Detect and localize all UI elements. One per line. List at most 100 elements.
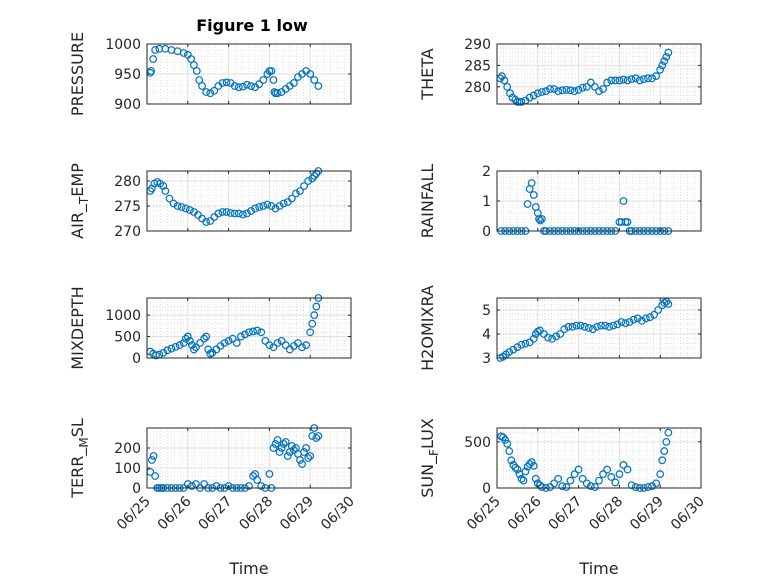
y-tick-label: 280 xyxy=(464,80,491,96)
data-point xyxy=(283,452,292,460)
y-tick-label: 5 xyxy=(482,303,491,319)
data-point xyxy=(570,87,579,96)
data-point xyxy=(190,61,198,69)
data-point xyxy=(226,209,235,217)
data-point xyxy=(159,348,168,357)
data-point xyxy=(529,191,538,199)
data-point xyxy=(603,78,612,87)
data-point xyxy=(198,82,206,90)
data-point xyxy=(648,74,656,83)
y-axis-label: PRESSURE xyxy=(68,32,87,116)
data-point xyxy=(232,339,241,347)
data-point xyxy=(271,440,280,448)
data-point xyxy=(147,456,156,464)
data-point xyxy=(263,200,272,209)
data-point xyxy=(273,89,282,98)
data-point xyxy=(195,76,204,84)
data-point xyxy=(238,210,247,219)
data-point xyxy=(650,310,658,319)
data-point xyxy=(267,67,276,75)
data-point xyxy=(564,322,573,331)
data-point xyxy=(617,318,626,326)
data-point xyxy=(192,67,201,75)
data-point xyxy=(224,336,233,345)
y-axis-label: RAINFALL xyxy=(418,164,437,239)
y-tick-label: 280 xyxy=(114,174,141,190)
data-point xyxy=(631,483,640,491)
y-tick-label: 1 xyxy=(482,194,491,210)
data-point xyxy=(605,322,614,331)
data-point xyxy=(556,330,565,338)
data-point xyxy=(570,470,579,479)
data-point xyxy=(633,314,642,323)
data-point xyxy=(255,80,264,89)
data-point xyxy=(151,46,160,54)
data-point xyxy=(619,461,628,469)
subplot-theta: 280 285 290 THETA xyxy=(418,37,702,106)
y-tick-label: 0 xyxy=(132,351,141,367)
data-point xyxy=(601,321,610,330)
data-point xyxy=(529,91,538,100)
data-point xyxy=(646,313,654,322)
data-point xyxy=(296,456,304,464)
data-point xyxy=(255,203,264,211)
data-point xyxy=(635,76,644,85)
data-point xyxy=(548,334,556,343)
data-point xyxy=(300,182,308,190)
data-point xyxy=(187,341,196,350)
data-point xyxy=(521,467,530,476)
data-point xyxy=(218,79,227,87)
data-point xyxy=(222,78,231,87)
data-point xyxy=(644,483,652,491)
data-point xyxy=(517,97,526,106)
data-point xyxy=(535,215,543,223)
data-point xyxy=(269,76,278,84)
data-point xyxy=(173,202,182,210)
axes-box xyxy=(496,427,702,489)
data-point xyxy=(644,74,652,83)
data-point xyxy=(214,209,223,218)
data-point xyxy=(296,187,304,195)
data-point xyxy=(662,52,671,61)
data-point xyxy=(281,438,290,446)
data-point xyxy=(529,334,538,343)
data-point xyxy=(167,344,176,353)
data-point xyxy=(200,334,209,343)
y-tick-label: 0 xyxy=(482,224,491,240)
data-point xyxy=(621,319,630,328)
data-point xyxy=(505,348,514,356)
data-point xyxy=(615,76,624,85)
data-point xyxy=(243,209,251,218)
data-point xyxy=(279,440,288,448)
data-point xyxy=(308,174,317,183)
data-point xyxy=(660,447,669,455)
data-point xyxy=(611,76,620,85)
data-point xyxy=(517,474,526,483)
data-point xyxy=(503,439,512,448)
subplot-rainfall: 0 1 2 RAINFALL xyxy=(418,164,702,240)
data-point xyxy=(302,341,311,350)
data-point xyxy=(308,319,317,328)
data-point xyxy=(615,470,624,479)
data-point xyxy=(169,199,178,208)
data-point xyxy=(627,481,636,490)
data-point xyxy=(664,48,673,57)
data-point xyxy=(177,203,186,211)
data-point xyxy=(652,479,661,488)
data-point xyxy=(202,332,211,341)
data-point xyxy=(165,194,174,203)
data-point xyxy=(267,202,276,210)
data-point xyxy=(597,321,605,330)
data-point xyxy=(509,345,518,354)
data-point xyxy=(247,207,255,215)
data-point xyxy=(310,172,319,180)
y-tick-label: 275 xyxy=(114,199,141,215)
data-point xyxy=(558,482,567,491)
data-point xyxy=(179,49,188,57)
y-tick-label: 0 xyxy=(482,481,491,497)
data-point xyxy=(289,79,298,87)
data-point xyxy=(607,76,616,85)
data-point xyxy=(627,75,636,84)
data-point xyxy=(269,343,278,352)
data-point xyxy=(310,311,319,320)
